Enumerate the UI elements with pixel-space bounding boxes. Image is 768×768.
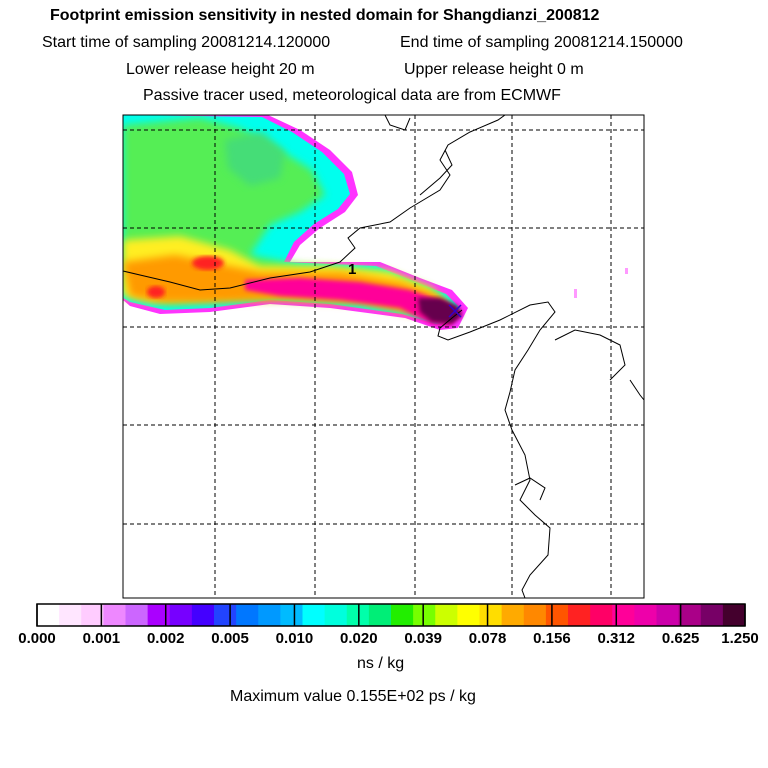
- colorbar-segment: [346, 604, 370, 626]
- colorbar-units: ns / kg: [357, 655, 405, 672]
- colorbar-segment: [302, 604, 326, 626]
- colorbar-tick-label: 0.001: [82, 630, 121, 647]
- colorbar-segment: [634, 604, 657, 626]
- plume-red-spot-2: [147, 286, 165, 298]
- end-time-label: End time of sampling 20081214.150000: [400, 34, 683, 51]
- colorbar-segment: [214, 604, 237, 626]
- speck-2: [625, 268, 628, 274]
- map-frame: [122, 114, 645, 599]
- max-value-label: Maximum value 0.155E+02 ps / kg: [230, 688, 476, 705]
- colorbar-segment: [147, 604, 171, 626]
- colorbar-tick-label: 0.312: [597, 630, 636, 647]
- map-title: Footprint emission sensitivity in nested…: [50, 7, 600, 24]
- plume-layer: [123, 115, 628, 330]
- colorbar-segment: [191, 604, 215, 626]
- coastlines: [123, 115, 644, 598]
- colorbar-segment: [722, 604, 746, 626]
- speck-1: [574, 289, 577, 298]
- lower-release-height-label: Lower release height 20 m: [126, 61, 315, 78]
- colorbar-segment: [391, 604, 414, 626]
- colorbar-segment: [59, 604, 82, 626]
- colorbar-tick-label: 0.039: [404, 630, 442, 647]
- plume-magenta: [245, 278, 462, 326]
- colorbar-tick-label: 0.020: [340, 630, 378, 647]
- colorbar-segment: [236, 604, 259, 626]
- plume-max-core: [418, 298, 462, 324]
- colorbar-frame: [36, 603, 746, 627]
- colorbar-segment: [125, 604, 149, 626]
- colorbar-segment: [612, 604, 635, 626]
- colorbar-segment: [700, 604, 724, 626]
- start-time-label: Start time of sampling 20081214.120000: [42, 34, 331, 51]
- colorbar-segment: [37, 604, 60, 626]
- colorbar-segment: [545, 604, 569, 626]
- plume-green-patch: [225, 132, 285, 186]
- colorbar-segment: [413, 604, 436, 626]
- colorbar-segment: [590, 604, 613, 626]
- colorbar-segment: [501, 604, 525, 626]
- colorbar-segment: [169, 604, 193, 626]
- colorbar-segment: [457, 604, 480, 626]
- colorbar-segment: [435, 604, 458, 626]
- site-label: 1: [348, 261, 356, 278]
- colorbar-segment: [280, 604, 303, 626]
- receptor-marker: [448, 304, 462, 318]
- colorbar-tick-label: 0.010: [275, 630, 314, 647]
- grid-lines: [123, 115, 644, 598]
- colorbar-tick-label: 0.000: [18, 630, 56, 647]
- colorbar-tick-label: 0.005: [211, 630, 249, 647]
- colorbar-tick-label: 0.625: [661, 630, 700, 647]
- colorbar-segment: [678, 604, 702, 626]
- colorbar-tick-label: 0.002: [146, 630, 185, 647]
- plume-red-spot-1: [192, 256, 224, 270]
- colorbar-segment: [656, 604, 680, 626]
- colorbar-segment: [81, 604, 104, 626]
- tracer-note: Passive tracer used, meteorological data…: [143, 87, 561, 104]
- colorbar-tick-label: 0.156: [533, 630, 571, 647]
- upper-release-height-label: Upper release height 0 m: [404, 61, 584, 78]
- colorbar-tick-label: 1.250: [721, 630, 759, 647]
- colorbar-segment: [103, 604, 126, 626]
- colorbar-tick-label: 0.078: [468, 630, 507, 647]
- colorbar-segment: [523, 604, 547, 626]
- colorbar-segment: [324, 604, 348, 626]
- colorbar-segment: [568, 604, 591, 626]
- colorbar-segment: [368, 604, 392, 626]
- colorbar: [36, 603, 746, 627]
- colorbar-segment: [479, 604, 503, 626]
- colorbar-segment: [258, 604, 281, 626]
